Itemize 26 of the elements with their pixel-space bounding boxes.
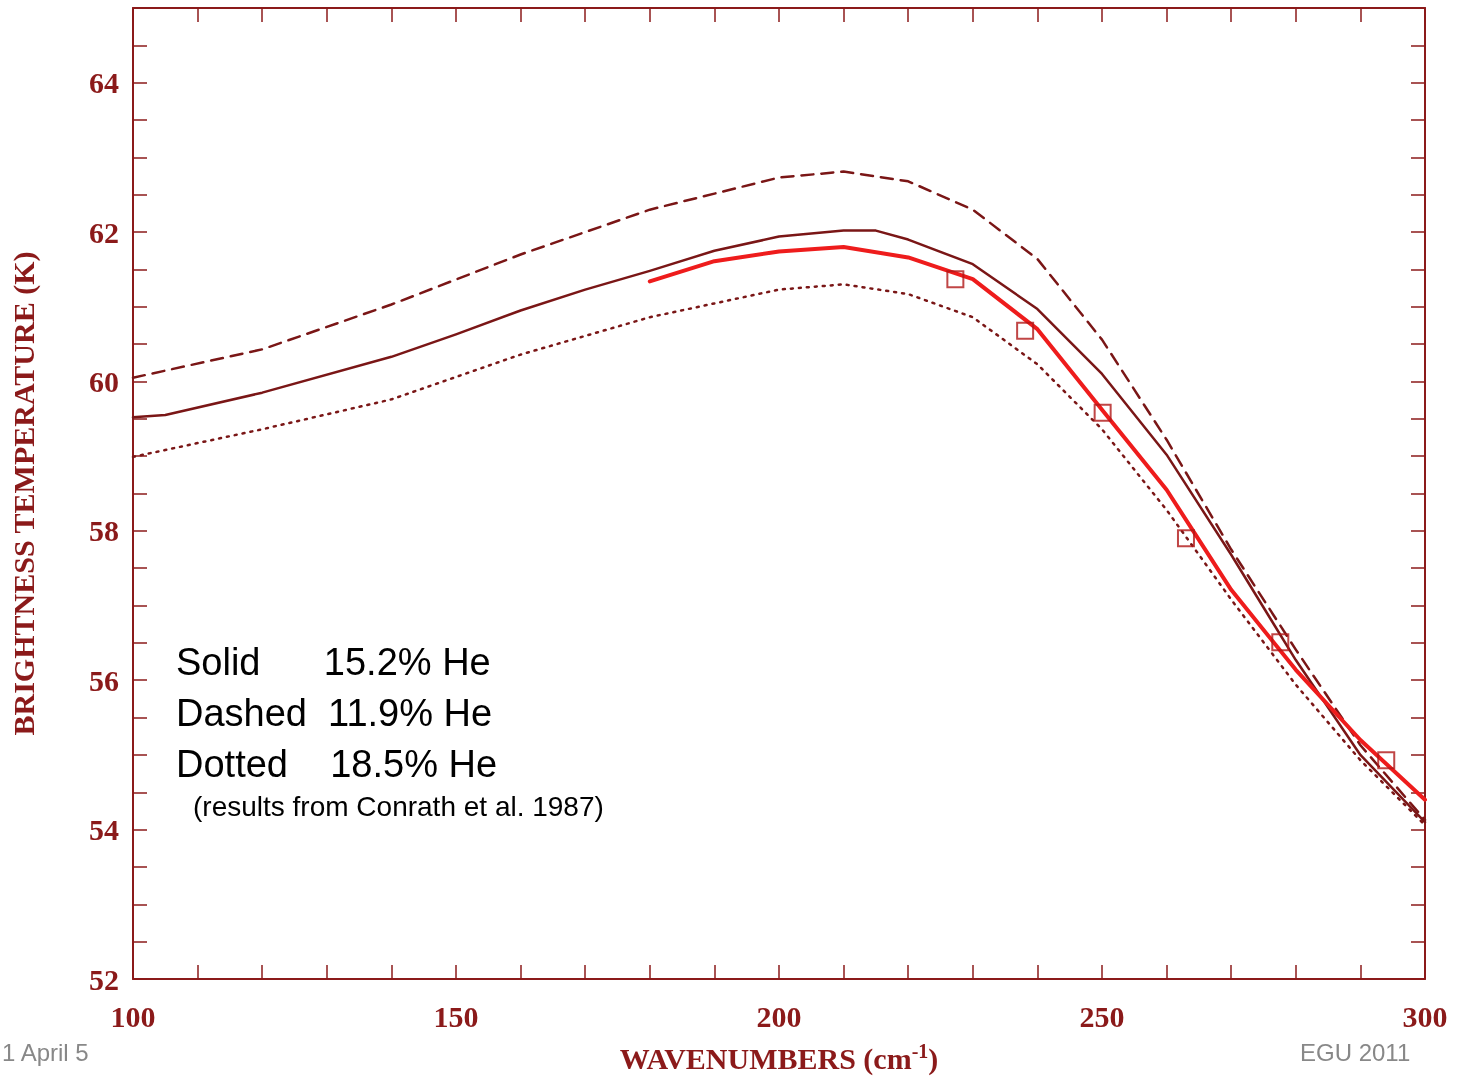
x-tick-label: 250 — [1079, 999, 1125, 1033]
point — [946, 270, 965, 289]
point — [1176, 529, 1195, 548]
x-tick-label: 300 — [1402, 999, 1448, 1033]
y-tick-label: 64 — [89, 66, 119, 100]
y-tick-label: 60 — [89, 364, 119, 398]
annotation: Solid 15.2% He — [176, 641, 491, 683]
point — [1093, 403, 1112, 422]
y-tick-label: 58 — [89, 514, 119, 548]
point — [1271, 633, 1290, 652]
y-tick-label: 56 — [89, 663, 119, 697]
y-axis-title: BRIGHTNESS TEMPERATURE (K) — [6, 251, 41, 736]
x-tick-label: 150 — [433, 999, 479, 1033]
text: EGU 2011 — [1300, 1038, 1411, 1066]
y-tick-label: 52 — [89, 962, 119, 996]
annotation: (results from Conrath et al. 1987) — [193, 790, 604, 822]
x-tick-label: 100 — [110, 999, 156, 1033]
x-tick-label: 200 — [756, 999, 802, 1033]
point — [1016, 321, 1035, 340]
text: 1 April 5 — [2, 1038, 89, 1066]
annotation: Dotted 18.5% He — [176, 743, 498, 785]
line-series — [647, 245, 1427, 802]
y-tick-label: 54 — [89, 813, 119, 847]
annotation: Dashed 11.9% He — [176, 692, 493, 734]
point — [1377, 751, 1396, 770]
y-tick-label: 62 — [89, 215, 119, 249]
